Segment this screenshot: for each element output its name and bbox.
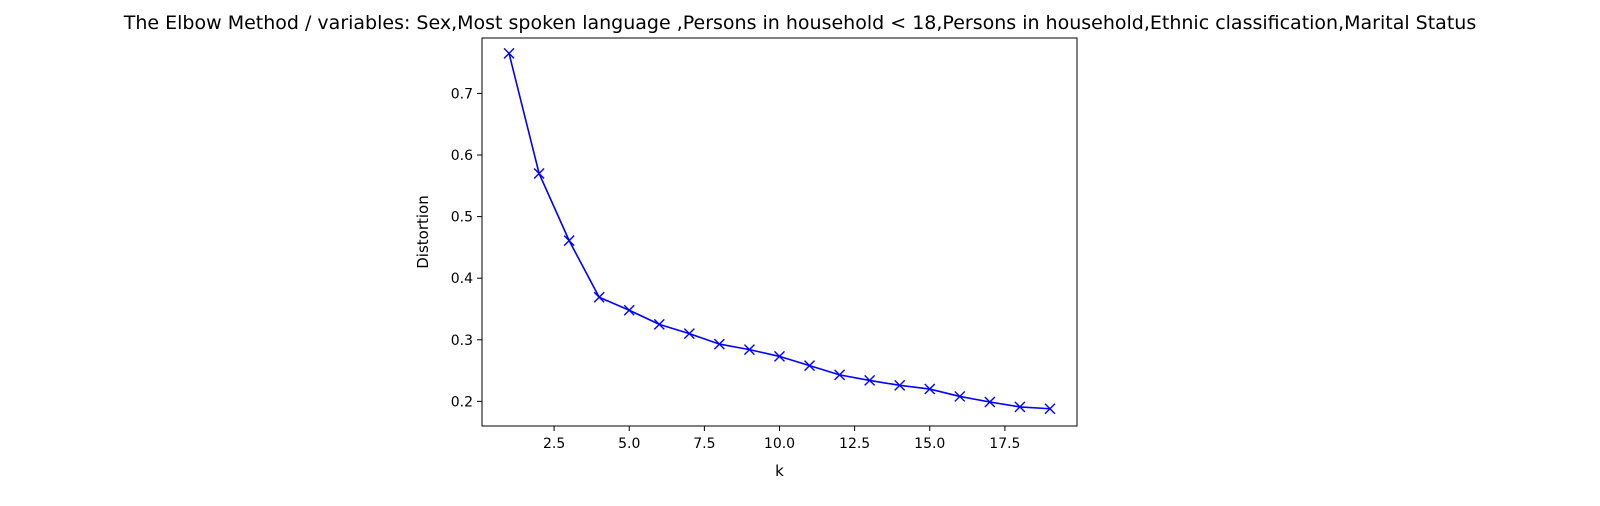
data-point-x-marker: [954, 390, 966, 402]
x-tick-label: 12.5: [839, 436, 870, 452]
data-point-x-marker: [653, 318, 665, 330]
data-point-x-marker: [984, 396, 996, 408]
plot-frame: [481, 37, 1078, 427]
data-point-x-marker: [503, 47, 515, 59]
data-point-x-marker: [864, 374, 876, 386]
data-point-x-marker: [683, 328, 695, 340]
data-point-x-marker: [924, 383, 936, 395]
y-tick-label: 0.2: [451, 394, 473, 410]
y-axis-label: Distortion: [414, 195, 432, 269]
x-axis-label: k: [775, 462, 784, 480]
data-point-x-marker: [713, 338, 725, 350]
x-tick-label: 2.5: [543, 436, 565, 452]
data-point-x-marker: [804, 360, 816, 372]
y-tick-label: 0.6: [451, 148, 473, 164]
data-point-x-marker: [563, 235, 575, 247]
x-tick-label: 7.5: [693, 436, 715, 452]
data-point-x-marker: [774, 350, 785, 362]
plot-area: 2.5 5.0 7.5 10.0 12.5 15.0 17.5 0.2 0.3 0.4 0.5 0.6…: [451, 37, 1078, 452]
y-tick-label: 0.3: [451, 333, 473, 349]
y-tick-label: 0.5: [451, 210, 473, 226]
x-tick-label: 5.0: [618, 436, 640, 452]
data-point-x-marker: [1044, 403, 1056, 415]
data-point-x-marker: [533, 167, 545, 179]
chart-title: The Elbow Method / variables: Sex,Most s…: [123, 12, 1476, 34]
data-point-x-marker: [894, 379, 906, 391]
x-tick-label: 17.5: [989, 436, 1020, 452]
y-tick-label: 0.7: [451, 86, 473, 102]
data-point-x-marker: [593, 291, 605, 303]
data-point-x-marker: [743, 344, 755, 356]
y-tick-label: 0.4: [451, 271, 473, 287]
x-tick-label: 15.0: [914, 436, 945, 452]
data-point-x-marker: [1014, 401, 1026, 413]
x-tick-label: 10.0: [764, 436, 795, 452]
data-point-x-marker: [834, 369, 846, 381]
data-point-x-marker: [623, 304, 635, 316]
